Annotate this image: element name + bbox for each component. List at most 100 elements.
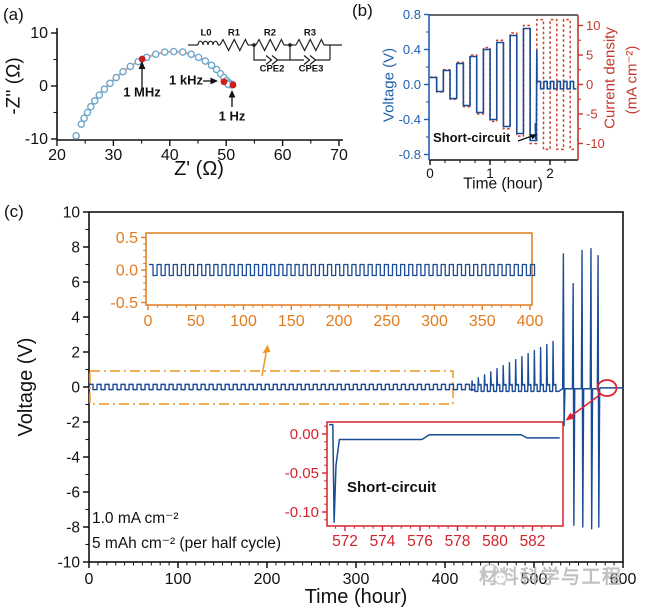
a-y-tick-label: 10 — [30, 25, 48, 42]
panel-a-y-axis-title: -Z'' (Ω) — [3, 57, 25, 115]
b-current-tick-label: 10 — [586, 18, 600, 33]
a-x-tick-label: 20 — [48, 147, 66, 164]
c-inset-short-x-tick-label: 576 — [407, 533, 433, 550]
circuit-label-r3: R3 — [303, 27, 317, 39]
c-inset-overview-x-tick-label: 100 — [230, 313, 257, 330]
b-time-tick-label: 0 — [426, 166, 434, 181]
c-inset-overview-curve — [148, 263, 536, 277]
c-inset-short-curve — [329, 423, 560, 523]
c-y-tick-label: 0 — [71, 380, 80, 397]
b-current-tick-label: -5 — [586, 107, 598, 122]
panel-c-y-axis-title: Voltage (V) — [15, 337, 37, 437]
c-inset-short-x-tick-label: 578 — [445, 533, 471, 550]
c-x-tick-label: 300 — [343, 571, 370, 588]
a-data-point — [178, 48, 187, 56]
watermark-logo — [480, 563, 508, 585]
c-y-tick-label: 10 — [63, 205, 81, 222]
a-x-tick-label: 70 — [330, 147, 348, 164]
a-data-point — [83, 108, 92, 117]
panel-c-capacity-note: 5 mAh cm⁻² (per half cycle) — [92, 535, 282, 552]
c-inset-overview-y-tick-label: 0.5 — [116, 230, 138, 247]
c-short-circuit-arrowhead — [565, 412, 575, 421]
panel-b-short-circuit-annotation: Short-circuit — [433, 130, 511, 145]
c-voltage-curve — [89, 248, 623, 530]
a-data-point — [119, 67, 127, 76]
c-y-tick-label: 2 — [71, 345, 80, 362]
panel-b-current-axis-title-line2: (mA cm⁻²) — [623, 45, 641, 115]
a-frequency-marker — [229, 81, 237, 89]
a-data-point — [187, 50, 196, 59]
c-highlight-dashdot-box — [89, 370, 454, 405]
c-x-tick-label: 100 — [165, 571, 192, 588]
a-data-point — [207, 61, 216, 70]
annotation-1hz: 1 Hz — [218, 108, 246, 124]
a-data-point — [77, 120, 86, 128]
c-inset-short-x-tick-label: 572 — [332, 533, 358, 550]
c-inset-short-x-tick-label: 582 — [520, 533, 546, 550]
c-short-circuit-arrow — [568, 393, 602, 419]
a-x-tick-label: 50 — [217, 147, 235, 164]
panel-b-voltage-axis-title: Voltage (V) — [380, 47, 398, 123]
a-data-point — [72, 132, 80, 140]
a-data-point — [169, 47, 178, 56]
circuit-label-cpe3: CPE3 — [298, 63, 324, 75]
panel-b-x-axis-title: Time (hour) — [463, 175, 543, 193]
panel-b-short-circuit-plot: 0.8 0.4 0.0 -0.4 -0.8 10 5 0 -5 -10 0 1 2 — [399, 7, 605, 181]
panel-c-letter: (c) — [4, 202, 24, 221]
a-data-point — [160, 48, 169, 56]
c-inset-pointer-arrowhead — [262, 344, 271, 354]
a-data-point — [80, 114, 88, 123]
circuit-label-r2: R2 — [263, 27, 277, 39]
annotation-1khz: 1 kHz — [169, 72, 203, 88]
b-current-tick-label: 5 — [586, 48, 593, 63]
circuit-resistor-R1 — [219, 38, 249, 52]
c-x-tick-label: 600 — [610, 571, 637, 588]
b-voltage-tick-label: 0.0 — [403, 77, 421, 92]
c-inset-pointer-arrow — [261, 350, 268, 377]
c-inset-overview-y-tick-label: -0.5 — [110, 295, 138, 312]
a-frequency-marker — [138, 55, 146, 63]
annotation-1mhz: 1 MHz — [123, 84, 161, 100]
watermark-text: 材料科学与工程 — [479, 567, 623, 588]
c-inset-short-x-tick-label: 580 — [482, 533, 508, 550]
circuit-resistor-R3 — [295, 38, 325, 52]
c-inset-short-y-tick-label: -0.10 — [285, 504, 319, 521]
c-y-tick-label: -4 — [66, 450, 80, 467]
panel-c-x-axis-title: Time (hour) — [304, 586, 408, 608]
c-inset-overview-x-tick-label: 0 — [144, 313, 153, 330]
panel-c-inset-short-circuit-annotation: Short-circuit — [347, 479, 437, 496]
c-inset-overview-x-tick-label: 50 — [187, 313, 205, 330]
a-data-point — [151, 50, 160, 59]
a-data-point — [112, 73, 121, 82]
c-x-tick-label: 0 — [85, 571, 94, 588]
panel-b-letter: (b) — [352, 1, 373, 20]
panel-a-letter: (a) — [3, 5, 24, 24]
c-y-tick-label: -8 — [66, 520, 80, 537]
b-current-tick-label: 0 — [586, 77, 593, 92]
c-x-tick-label: 400 — [432, 571, 459, 588]
c-y-tick-label: -6 — [66, 485, 80, 502]
b-time-tick-label: 2 — [546, 166, 554, 181]
c-y-tick-label: 6 — [71, 275, 80, 292]
c-inset-short-x-tick-label: 574 — [370, 533, 396, 550]
circuit-inductor-L0 — [197, 40, 219, 46]
c-inset-overview-x-tick-label: 250 — [373, 313, 400, 330]
c-x-tick-label: 200 — [254, 571, 281, 588]
panel-a-x-axis-title: Z' (Ω) — [174, 158, 224, 180]
a-x-tick-label: 40 — [161, 147, 179, 164]
c-x-tick-label: 500 — [521, 571, 548, 588]
a-data-point — [106, 79, 114, 88]
circuit-cpe3-symbol — [303, 54, 317, 66]
a-y-tick-label: -10 — [25, 131, 48, 148]
c-inset-short-box — [326, 421, 564, 527]
panel-c-current-density-note: 1.0 mA cm⁻² — [92, 510, 179, 527]
b-voltage-tick-label: 0.8 — [403, 7, 421, 22]
a-arrowhead-1khz — [210, 77, 218, 85]
a-x-tick-label: 60 — [274, 147, 292, 164]
panel-a-nyquist-plot: 20 30 40 50 60 70 10 0 -10 — [25, 25, 348, 164]
c-y-tick-label: -10 — [58, 555, 81, 572]
panel-b-current-axis-title-line1: Current density — [601, 27, 619, 129]
a-y-tick-label: 0 — [39, 78, 48, 95]
circuit-label-l0: L0 — [200, 27, 212, 39]
